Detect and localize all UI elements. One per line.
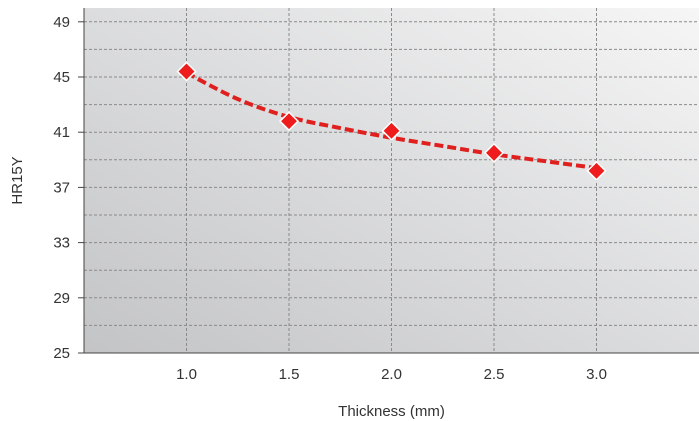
x-tick-label: 1.0 (176, 366, 197, 383)
x-tick-label: 2.0 (381, 366, 402, 383)
y-tick-label: 33 (53, 235, 70, 252)
data-point-diamond (381, 120, 402, 141)
tick-labels: 25 29 33 37 41 45 49 1.0 1.5 2.0 2.5 3.0 (53, 14, 607, 383)
x-axis-title: Thickness (mm) (338, 403, 445, 420)
data-point-diamond (483, 142, 505, 163)
y-tick-label: 41 (53, 124, 70, 141)
y-tick-label: 49 (53, 14, 70, 31)
data-points (176, 61, 607, 181)
y-tick-label: 37 (53, 179, 70, 196)
x-tick-label: 3.0 (586, 366, 607, 383)
data-point-diamond (176, 61, 197, 82)
axes (78, 8, 699, 354)
y-tick-label: 45 (53, 69, 70, 86)
x-tick-label: 1.5 (279, 366, 300, 383)
data-point-diamond (278, 111, 300, 132)
grid (84, 8, 699, 353)
data-point-diamond (586, 160, 607, 181)
y-axis-title: HR15Y (9, 156, 26, 204)
y-tick-label: 29 (53, 290, 70, 307)
y-tick-label: 25 (53, 345, 70, 362)
x-tick-label: 2.5 (484, 366, 505, 383)
